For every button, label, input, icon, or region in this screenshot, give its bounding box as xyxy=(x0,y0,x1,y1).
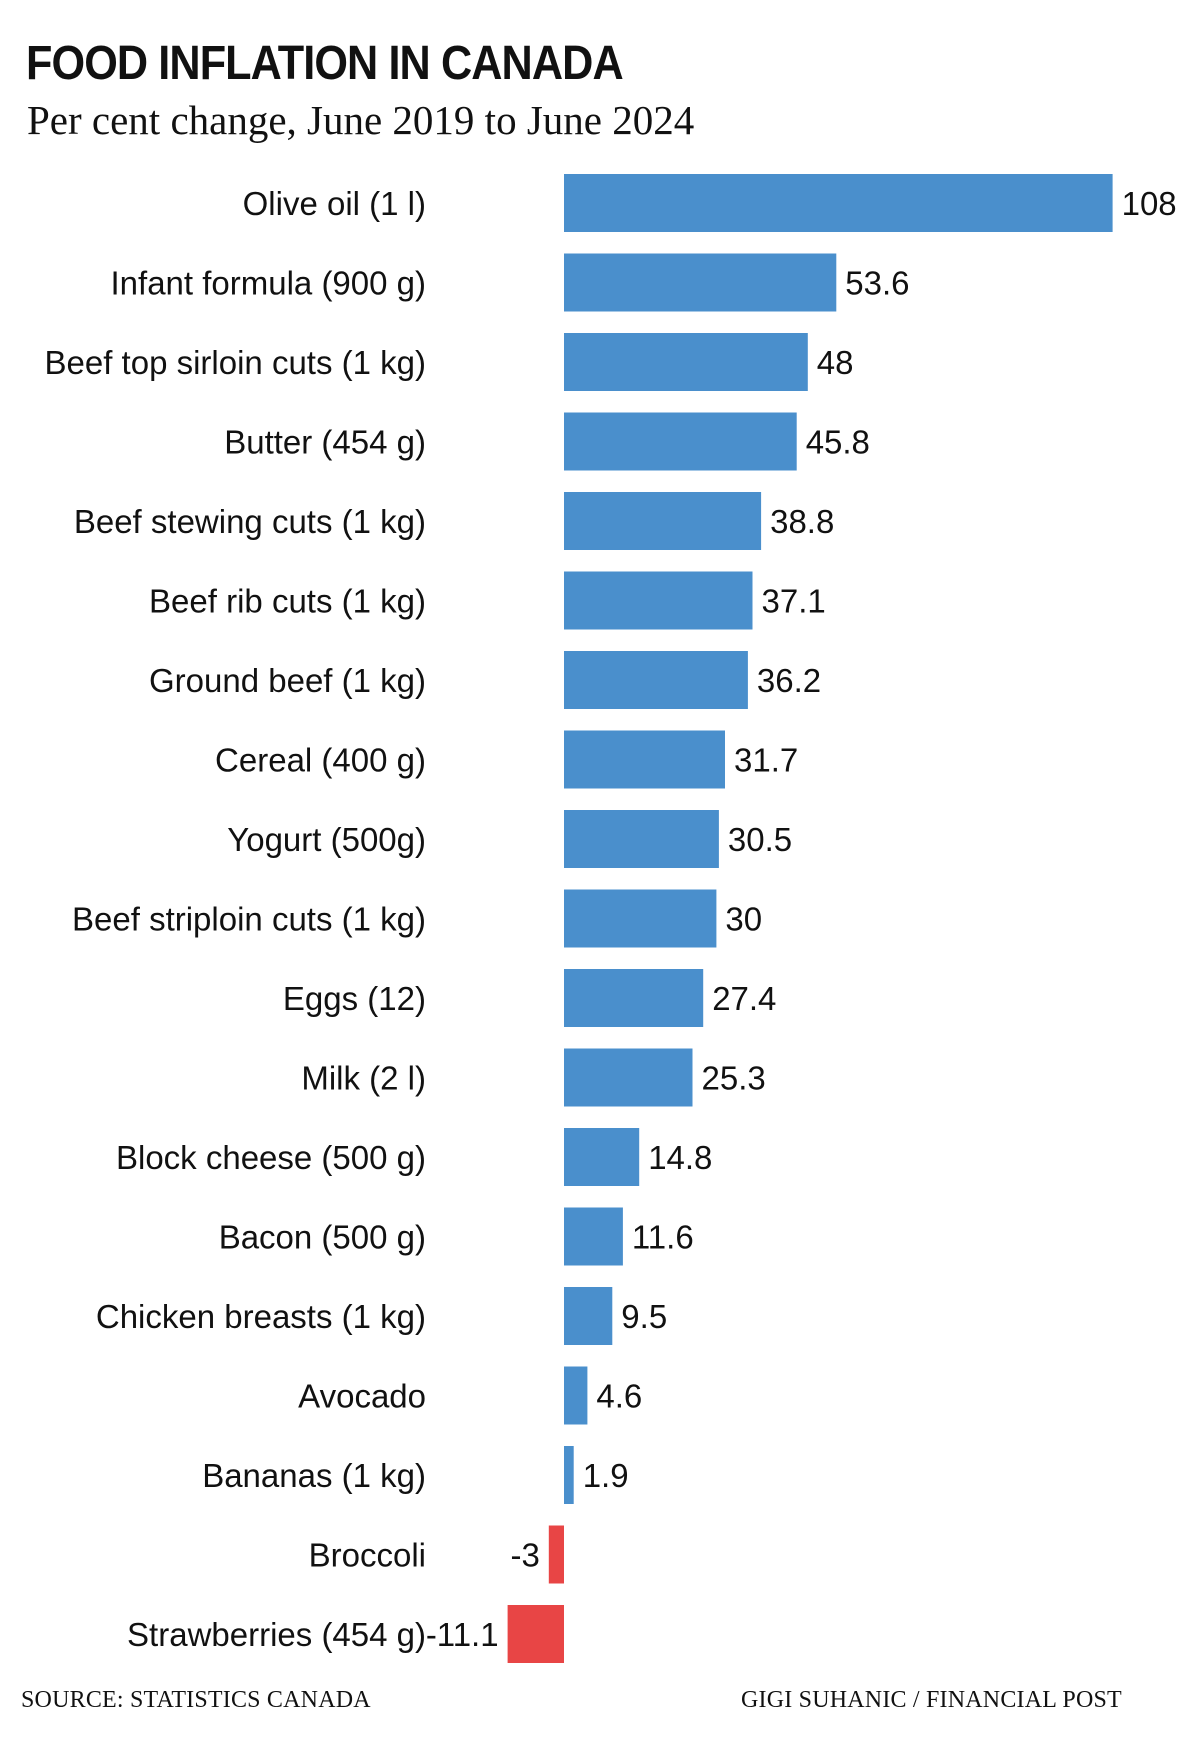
category-label: Bananas (1 kg) xyxy=(202,1457,426,1494)
category-label: Cereal (400 g) xyxy=(215,742,426,779)
value-label: 45.8 xyxy=(806,424,870,461)
source-note: SOURCE: STATISTICS CANADA xyxy=(21,1687,371,1713)
category-label: Strawberries (454 g) xyxy=(127,1616,426,1653)
value-label: 48 xyxy=(817,344,854,381)
value-label: 1.9 xyxy=(583,1457,629,1494)
category-label: Infant formula (900 g) xyxy=(111,265,427,302)
value-label: 9.5 xyxy=(621,1298,667,1335)
value-label: 53.6 xyxy=(845,265,909,302)
value-label: 36.2 xyxy=(757,662,821,699)
value-label: 31.7 xyxy=(734,742,798,779)
credit-note: GIGI SUHANIC / FINANCIAL POST xyxy=(741,1687,1122,1713)
bar-9 xyxy=(564,889,717,948)
category-label: Butter (454 g) xyxy=(224,424,426,461)
bar-10 xyxy=(564,969,704,1027)
category-label: Avocado xyxy=(298,1378,426,1415)
value-label: 108 xyxy=(1122,185,1177,222)
category-label: Block cheese (500 g) xyxy=(116,1139,426,1176)
value-label: -3 xyxy=(510,1537,539,1574)
value-label: 37.1 xyxy=(762,583,826,620)
bar-17 xyxy=(548,1525,564,1584)
category-label: Beef stewing cuts (1 kg) xyxy=(74,503,426,540)
bar-12 xyxy=(564,1128,640,1186)
bar-15 xyxy=(564,1366,588,1425)
bar-18 xyxy=(507,1605,564,1663)
value-label: 27.4 xyxy=(712,980,776,1017)
category-label: Eggs (12) xyxy=(283,980,426,1017)
bar-11 xyxy=(564,1048,693,1107)
category-label: Beef rib cuts (1 kg) xyxy=(149,583,426,620)
bar-2 xyxy=(564,333,808,391)
chart-title: FOOD INFLATION IN CANADA xyxy=(26,37,624,90)
bar-8 xyxy=(564,810,719,868)
bar-4 xyxy=(564,492,762,550)
bar-5 xyxy=(564,571,753,630)
category-label: Olive oil (1 l) xyxy=(243,185,426,222)
category-label: Milk (2 l) xyxy=(301,1060,426,1097)
value-label: 11.6 xyxy=(632,1219,694,1256)
category-label: Bacon (500 g) xyxy=(219,1219,426,1256)
value-label: 4.6 xyxy=(596,1378,642,1415)
bar-0 xyxy=(564,174,1113,232)
bar-1 xyxy=(564,253,837,312)
bar-6 xyxy=(564,651,748,709)
bar-7 xyxy=(564,730,725,789)
category-label: Chicken breasts (1 kg) xyxy=(96,1298,426,1335)
value-label: 14.8 xyxy=(648,1139,712,1176)
value-label: 30 xyxy=(725,901,762,938)
category-label: Yogurt (500g) xyxy=(227,821,426,858)
category-label: Beef striploin cuts (1 kg) xyxy=(72,901,426,938)
bar-13 xyxy=(564,1207,623,1266)
value-label: 30.5 xyxy=(728,821,792,858)
category-label: Broccoli xyxy=(309,1537,426,1574)
value-label: 25.3 xyxy=(702,1060,766,1097)
bar-16 xyxy=(564,1446,574,1504)
category-label: Ground beef (1 kg) xyxy=(149,662,426,699)
bar-14 xyxy=(564,1287,613,1345)
value-label: -11.1 xyxy=(426,1616,499,1653)
chart-subtitle: Per cent change, June 2019 to June 2024 xyxy=(27,97,695,143)
bar-3 xyxy=(564,412,797,471)
value-label: 38.8 xyxy=(770,503,834,540)
category-label: Beef top sirloin cuts (1 kg) xyxy=(45,344,427,381)
